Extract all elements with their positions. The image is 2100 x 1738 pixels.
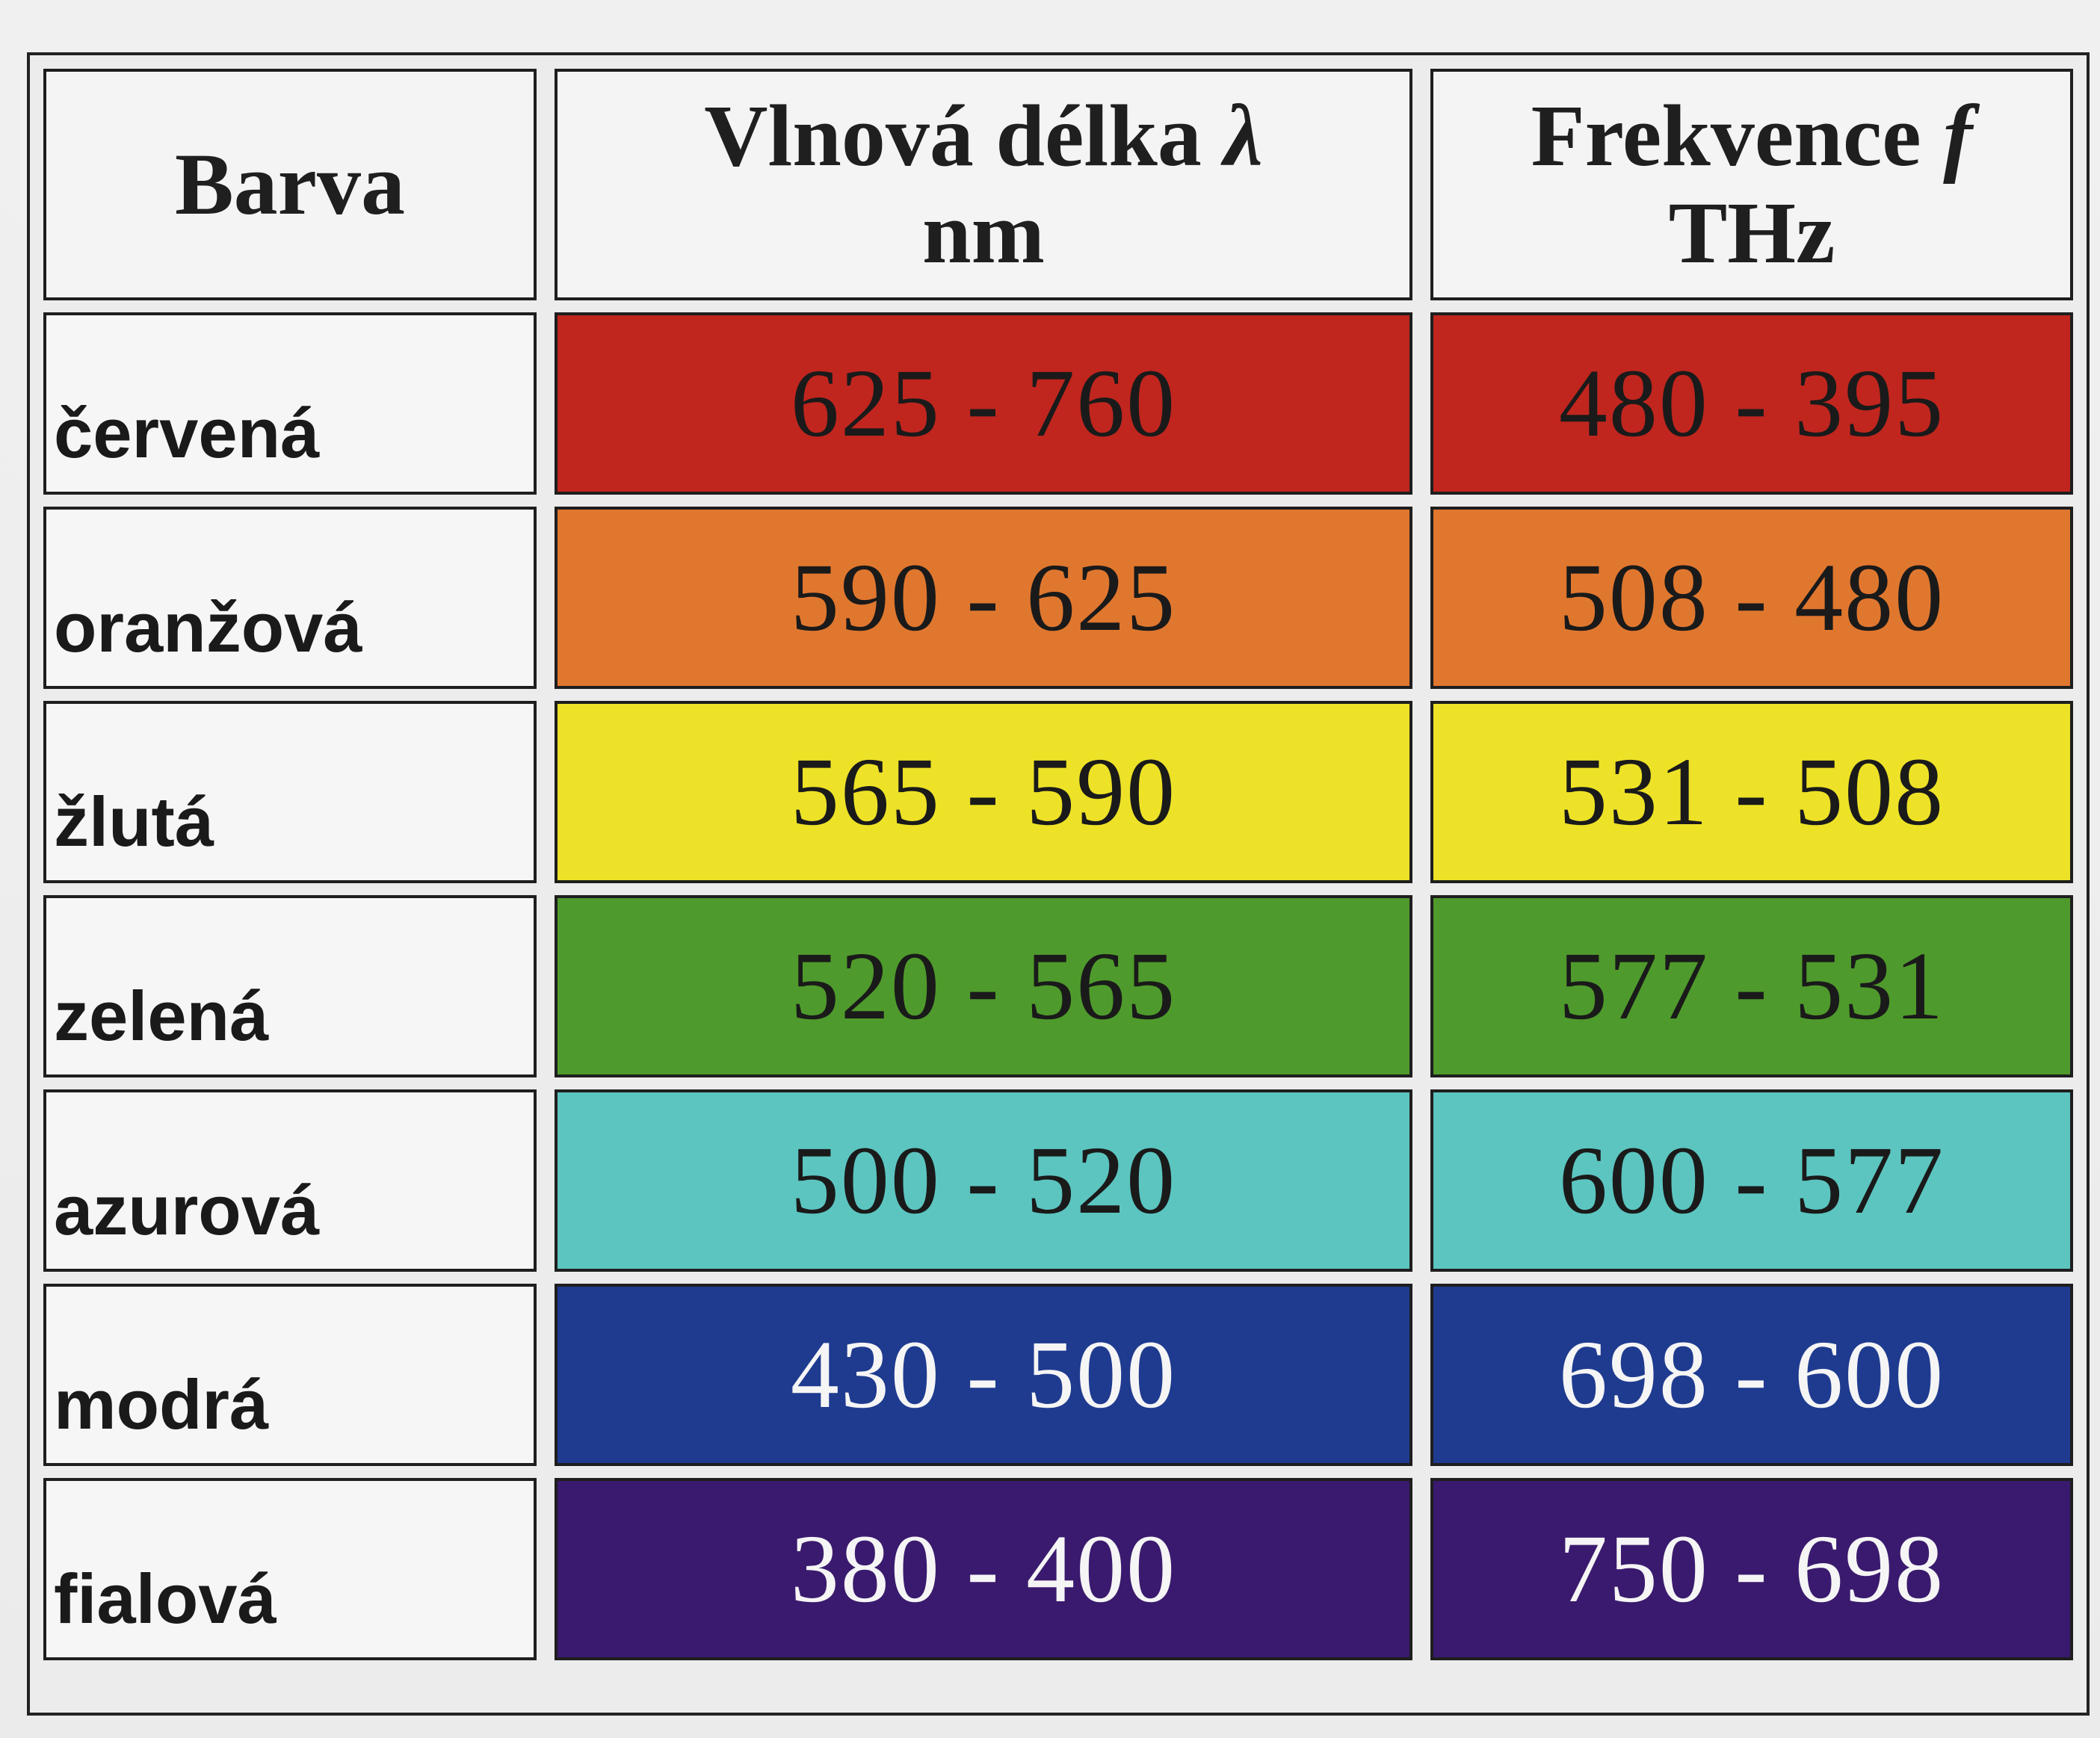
wavelength-cell: 430 - 500 xyxy=(555,1284,1412,1466)
frequency-cell: 750 - 698 xyxy=(1430,1478,2073,1660)
header-color: Barva xyxy=(43,69,537,300)
frequency-value: 508 - 480 xyxy=(1558,544,1945,652)
color-name-cell: červená xyxy=(43,312,537,495)
header-wavelength-label: Vlnová délka xyxy=(704,87,1202,185)
frequency-value: 600 - 577 xyxy=(1558,1127,1945,1234)
table-frame: Barva Vlnová délka λ nm Frekvence f THz … xyxy=(27,52,2090,1716)
color-name: červená xyxy=(54,394,320,472)
frequency-cell: 531 - 508 xyxy=(1430,701,2073,883)
color-name-cell: azurová xyxy=(43,1089,537,1272)
color-name: zelená xyxy=(54,977,269,1055)
wavelength-value: 500 - 520 xyxy=(790,1127,1177,1234)
header-frequency-symbol: f xyxy=(1943,87,1973,185)
wavelength-cell: 590 - 625 xyxy=(555,507,1412,689)
header-color-label: Barva xyxy=(174,135,406,234)
wavelength-value: 520 - 565 xyxy=(790,933,1177,1040)
header-frequency: Frekvence f THz xyxy=(1430,69,2073,300)
color-name-cell: oranžová xyxy=(43,507,537,689)
frequency-cell: 698 - 600 xyxy=(1430,1284,2073,1466)
wavelength-cell: 500 - 520 xyxy=(555,1089,1412,1272)
color-name-cell: žlutá xyxy=(43,701,537,883)
frequency-cell: 600 - 577 xyxy=(1430,1089,2073,1272)
color-name: modrá xyxy=(54,1365,269,1444)
header-wavelength-symbol: λ xyxy=(1223,87,1263,185)
wavelength-value: 380 - 400 xyxy=(790,1515,1177,1623)
color-name-cell: zelená xyxy=(43,895,537,1077)
wavelength-cell: 380 - 400 xyxy=(555,1478,1412,1660)
color-name: azurová xyxy=(54,1171,320,1249)
frequency-value: 698 - 600 xyxy=(1558,1321,1945,1429)
wavelength-value: 590 - 625 xyxy=(790,544,1177,652)
frequency-value: 480 - 395 xyxy=(1558,350,1945,457)
frequency-cell: 480 - 395 xyxy=(1430,312,2073,495)
wavelength-cell: 520 - 565 xyxy=(555,895,1412,1077)
wavelength-cell: 625 - 760 xyxy=(555,312,1412,495)
color-name: oranžová xyxy=(54,588,362,667)
color-name: fialová xyxy=(54,1559,277,1638)
color-name: žlutá xyxy=(54,782,214,861)
color-spectrum-table: Barva Vlnová délka λ nm Frekvence f THz … xyxy=(43,69,2076,1702)
header-wavelength: Vlnová délka λ nm xyxy=(555,69,1412,300)
color-name-cell: fialová xyxy=(43,1478,537,1660)
frequency-cell: 508 - 480 xyxy=(1430,507,2073,689)
frequency-cell: 577 - 531 xyxy=(1430,895,2073,1077)
frequency-value: 531 - 508 xyxy=(1558,738,1945,846)
frequency-value: 577 - 531 xyxy=(1558,933,1945,1040)
wavelength-cell: 565 - 590 xyxy=(555,701,1412,883)
frequency-value: 750 - 698 xyxy=(1558,1515,1945,1623)
wavelength-value: 430 - 500 xyxy=(790,1321,1177,1429)
color-name-cell: modrá xyxy=(43,1284,537,1466)
wavelength-value: 565 - 590 xyxy=(790,738,1177,846)
header-frequency-label: Frekvence xyxy=(1531,87,1921,185)
wavelength-value: 625 - 760 xyxy=(790,350,1177,457)
header-frequency-unit: THz xyxy=(1668,184,1835,282)
header-wavelength-unit: nm xyxy=(922,184,1045,282)
